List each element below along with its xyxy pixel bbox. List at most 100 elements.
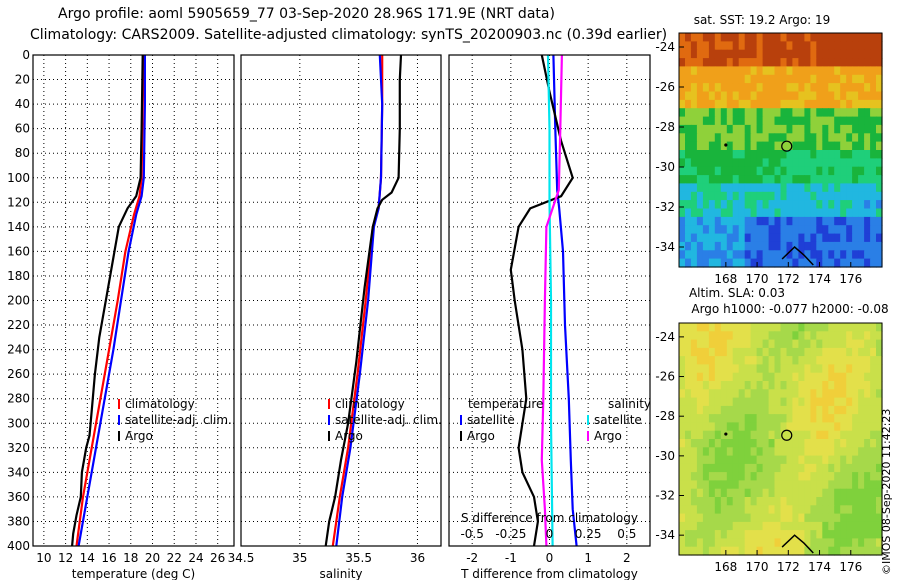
map-cell xyxy=(870,166,877,176)
map-cell xyxy=(840,150,847,159)
map-cell xyxy=(762,108,770,118)
map-cell xyxy=(690,546,698,556)
map-cell xyxy=(816,33,823,42)
map-cell xyxy=(696,347,704,357)
map-cell xyxy=(858,175,865,185)
map-cell xyxy=(810,521,817,531)
map-cell xyxy=(870,389,877,399)
map-cell xyxy=(690,66,698,76)
map-cell xyxy=(744,66,752,76)
map-cell xyxy=(786,488,794,498)
series-line-t-satellite xyxy=(552,54,578,547)
map-cell xyxy=(840,497,847,506)
map-cell xyxy=(864,166,871,176)
map-cell xyxy=(798,158,805,168)
map-cell xyxy=(864,108,871,118)
map-cell xyxy=(828,258,835,268)
map-cell xyxy=(685,41,692,51)
map-cell xyxy=(685,439,692,448)
map-cell xyxy=(696,497,704,506)
map-cell xyxy=(780,405,788,415)
map-cell xyxy=(780,158,788,168)
map-cell xyxy=(780,323,788,332)
map-cell xyxy=(840,538,847,548)
sla-map-title-1: Altim. SLA: 0.03 xyxy=(689,286,785,300)
x-tick-label: 35.5 xyxy=(345,551,372,565)
map-cell xyxy=(792,472,799,481)
map-cell xyxy=(864,405,871,415)
map-cell xyxy=(756,83,764,93)
map-cell xyxy=(756,33,764,42)
map-cell xyxy=(756,133,764,143)
map-cell xyxy=(822,389,829,399)
map-cell xyxy=(762,58,770,68)
map-cell xyxy=(750,414,758,423)
x-tick-label: 34.5 xyxy=(228,551,255,565)
map-cell xyxy=(702,513,710,523)
x-tick-label: -2 xyxy=(466,551,478,565)
x-tick-label: 24 xyxy=(188,551,203,565)
map-cell xyxy=(852,521,859,531)
map-cell xyxy=(870,323,877,332)
map-cell xyxy=(720,233,728,243)
map-y-tick-label: -24 xyxy=(655,330,675,344)
map-cell xyxy=(696,141,704,151)
map-cell xyxy=(762,216,770,226)
map-cell xyxy=(816,339,823,349)
map-cell xyxy=(750,41,758,51)
map-cell xyxy=(744,347,752,357)
map-cell xyxy=(756,538,764,548)
map-cell xyxy=(738,141,746,151)
map-cell xyxy=(774,41,782,51)
map-cell xyxy=(762,124,770,134)
map-cell xyxy=(720,505,728,515)
map-cell xyxy=(708,74,716,84)
map-cell xyxy=(876,41,883,51)
map-cell xyxy=(774,505,782,515)
map-cell xyxy=(798,133,805,143)
map-cell xyxy=(834,323,841,332)
map-cell xyxy=(726,472,734,481)
map-cell xyxy=(690,200,698,210)
map-cell xyxy=(726,372,734,382)
map-cell xyxy=(858,216,865,226)
map-cell xyxy=(876,250,883,260)
map-cell xyxy=(690,397,698,407)
map-cell xyxy=(822,422,829,432)
map-cell xyxy=(774,488,782,498)
map-cell xyxy=(792,430,799,440)
map-cell xyxy=(702,488,710,498)
depth-tick-label: 280 xyxy=(7,392,30,406)
map-cell xyxy=(732,430,740,440)
map-cell xyxy=(792,447,799,457)
map-cell xyxy=(846,116,853,126)
map-cell xyxy=(840,463,847,473)
map-cell xyxy=(870,74,877,84)
map-cell xyxy=(762,225,770,235)
map-cell xyxy=(714,66,722,76)
map-cell xyxy=(726,133,734,143)
x-tick-label: 12 xyxy=(58,551,73,565)
map-cell xyxy=(858,108,865,118)
map-cell xyxy=(804,422,811,432)
map-cell xyxy=(852,530,859,539)
map-cell xyxy=(840,49,847,59)
map-cell xyxy=(762,141,770,151)
map-cell xyxy=(816,225,823,235)
map-cell xyxy=(852,389,859,399)
map-cell xyxy=(768,74,776,84)
map-cell xyxy=(804,513,811,523)
map-cell xyxy=(864,41,871,51)
map-cell xyxy=(864,258,871,268)
map-cell xyxy=(858,497,865,506)
map-cell xyxy=(756,430,764,440)
map-cell xyxy=(744,546,752,556)
map-cell xyxy=(702,241,710,251)
map-cell xyxy=(852,505,859,515)
map-cell xyxy=(816,414,823,423)
map-cell xyxy=(774,58,782,68)
map-cell xyxy=(792,49,799,59)
map-cell xyxy=(720,364,728,374)
map-cell xyxy=(768,83,776,93)
map-cell xyxy=(828,191,835,201)
